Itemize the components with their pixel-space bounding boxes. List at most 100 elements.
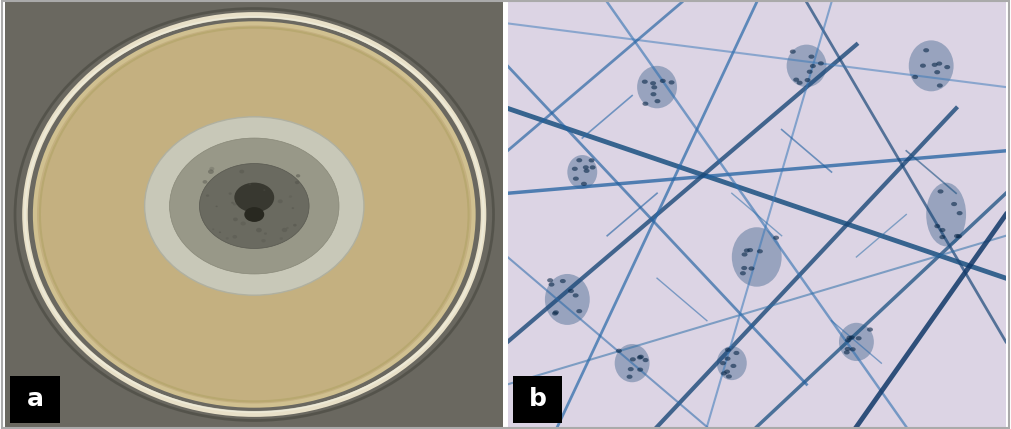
- Ellipse shape: [926, 183, 967, 246]
- Ellipse shape: [797, 81, 803, 85]
- Ellipse shape: [261, 239, 266, 242]
- Ellipse shape: [560, 279, 566, 283]
- Ellipse shape: [35, 23, 473, 406]
- Ellipse shape: [209, 167, 214, 171]
- Ellipse shape: [932, 63, 937, 67]
- Ellipse shape: [256, 211, 258, 212]
- Ellipse shape: [218, 232, 221, 233]
- Ellipse shape: [934, 224, 940, 228]
- Ellipse shape: [582, 165, 588, 169]
- Ellipse shape: [263, 189, 265, 191]
- Ellipse shape: [233, 235, 238, 239]
- Ellipse shape: [630, 357, 636, 362]
- Ellipse shape: [643, 358, 648, 362]
- Ellipse shape: [568, 289, 574, 293]
- Ellipse shape: [920, 63, 926, 68]
- Ellipse shape: [202, 180, 207, 184]
- Ellipse shape: [844, 350, 849, 354]
- Ellipse shape: [909, 40, 953, 91]
- Ellipse shape: [773, 236, 779, 240]
- Ellipse shape: [245, 207, 264, 222]
- Ellipse shape: [225, 237, 228, 239]
- Ellipse shape: [660, 79, 666, 83]
- Text: b: b: [529, 387, 546, 411]
- Ellipse shape: [206, 194, 209, 197]
- Ellipse shape: [545, 274, 589, 325]
- Ellipse shape: [589, 165, 595, 169]
- Ellipse shape: [867, 327, 872, 332]
- Ellipse shape: [668, 80, 674, 85]
- Ellipse shape: [588, 158, 594, 163]
- Ellipse shape: [240, 169, 245, 173]
- Ellipse shape: [944, 65, 950, 69]
- Ellipse shape: [939, 235, 945, 239]
- Ellipse shape: [638, 355, 644, 359]
- Ellipse shape: [849, 335, 854, 340]
- Ellipse shape: [732, 227, 782, 287]
- Ellipse shape: [650, 92, 656, 97]
- Ellipse shape: [637, 355, 643, 360]
- Ellipse shape: [741, 266, 747, 270]
- Ellipse shape: [212, 228, 214, 230]
- Ellipse shape: [291, 207, 294, 209]
- Ellipse shape: [256, 228, 262, 233]
- Ellipse shape: [744, 248, 750, 253]
- Ellipse shape: [733, 351, 739, 355]
- Ellipse shape: [576, 158, 582, 162]
- Ellipse shape: [956, 234, 961, 239]
- Ellipse shape: [289, 195, 292, 198]
- Ellipse shape: [654, 99, 660, 103]
- Ellipse shape: [650, 81, 656, 85]
- Ellipse shape: [572, 293, 578, 298]
- Ellipse shape: [264, 233, 267, 235]
- Ellipse shape: [807, 69, 813, 74]
- Ellipse shape: [572, 167, 578, 171]
- Ellipse shape: [215, 205, 217, 207]
- Ellipse shape: [720, 361, 726, 365]
- Ellipse shape: [725, 356, 731, 361]
- Ellipse shape: [651, 85, 657, 90]
- Ellipse shape: [233, 202, 237, 205]
- Ellipse shape: [241, 221, 246, 226]
- Ellipse shape: [721, 371, 727, 375]
- Ellipse shape: [581, 182, 587, 186]
- Ellipse shape: [849, 347, 855, 351]
- Ellipse shape: [934, 70, 940, 74]
- Ellipse shape: [954, 234, 960, 238]
- Ellipse shape: [790, 49, 796, 54]
- Ellipse shape: [199, 163, 309, 248]
- Ellipse shape: [642, 102, 648, 106]
- Ellipse shape: [553, 310, 559, 314]
- Ellipse shape: [724, 369, 730, 374]
- Ellipse shape: [549, 282, 554, 287]
- Ellipse shape: [583, 169, 589, 173]
- Ellipse shape: [616, 349, 622, 353]
- Ellipse shape: [278, 199, 283, 203]
- Ellipse shape: [937, 83, 943, 88]
- Ellipse shape: [547, 278, 553, 282]
- Ellipse shape: [741, 252, 747, 257]
- Ellipse shape: [846, 335, 852, 340]
- Ellipse shape: [637, 368, 643, 372]
- Ellipse shape: [208, 169, 214, 174]
- Ellipse shape: [627, 375, 633, 379]
- Ellipse shape: [642, 80, 648, 84]
- Ellipse shape: [228, 192, 232, 195]
- Ellipse shape: [839, 323, 874, 361]
- Ellipse shape: [939, 228, 945, 232]
- Ellipse shape: [233, 218, 238, 221]
- Ellipse shape: [844, 347, 850, 351]
- Ellipse shape: [235, 183, 274, 212]
- Ellipse shape: [787, 45, 827, 87]
- Ellipse shape: [845, 338, 851, 342]
- FancyBboxPatch shape: [10, 376, 60, 423]
- Ellipse shape: [576, 309, 582, 313]
- Ellipse shape: [249, 183, 252, 185]
- Ellipse shape: [552, 311, 558, 316]
- FancyBboxPatch shape: [513, 376, 562, 423]
- Ellipse shape: [810, 64, 816, 68]
- Ellipse shape: [293, 224, 296, 227]
- Ellipse shape: [757, 249, 763, 254]
- Ellipse shape: [637, 66, 677, 108]
- Ellipse shape: [748, 266, 754, 271]
